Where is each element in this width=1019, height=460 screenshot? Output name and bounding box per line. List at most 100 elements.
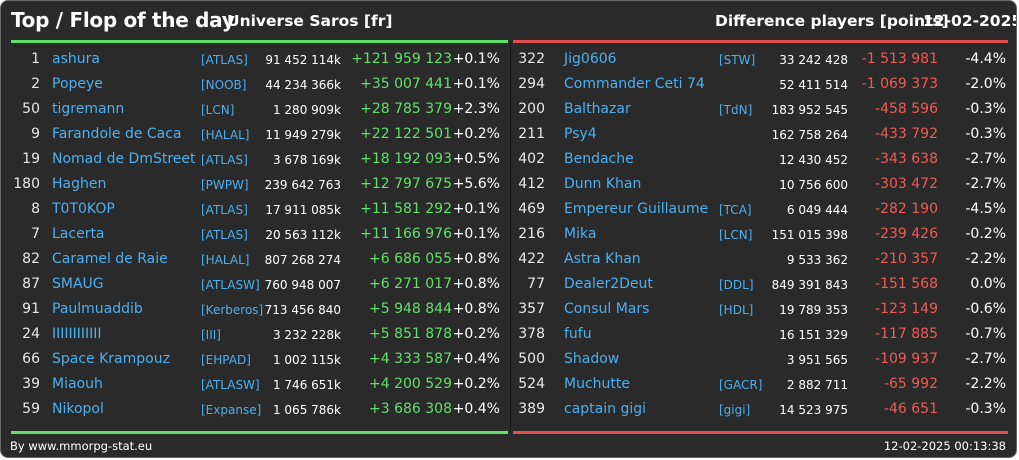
flop-name[interactable]: Shadow bbox=[564, 351, 620, 367]
top-points: 713 456 840 bbox=[264, 303, 341, 317]
top-alliance[interactable]: [ATLAS] bbox=[201, 228, 248, 242]
top-name[interactable]: tigremann bbox=[52, 101, 125, 117]
top-points: 20 563 112k bbox=[265, 228, 341, 242]
top-name[interactable]: Caramel de Raie bbox=[52, 251, 168, 267]
top-row: 180 Haghen [PWPW] 239 642 763 +12 797 675 +5.… bbox=[1, 173, 510, 198]
top-name[interactable]: Space Krampouz bbox=[52, 351, 170, 367]
top-pct: +5.6% bbox=[452, 176, 500, 192]
flop-alliance[interactable]: [DDL] bbox=[719, 278, 754, 292]
flop-points: 10 756 600 bbox=[779, 178, 848, 192]
flop-alliance[interactable]: [gigi] bbox=[719, 403, 751, 417]
flop-points: 9 533 362 bbox=[786, 253, 848, 267]
top-name[interactable]: ashura bbox=[52, 51, 100, 67]
flop-name[interactable]: fufu bbox=[564, 326, 592, 342]
flop-pct: -0.3% bbox=[965, 401, 1006, 417]
top-name[interactable]: Popeye bbox=[52, 76, 103, 92]
top-rank: 39 bbox=[22, 376, 40, 392]
top-name[interactable]: Farandole de Caca bbox=[52, 126, 182, 142]
flop-alliance[interactable]: [GACR] bbox=[719, 378, 763, 392]
top-row: 9 Farandole de Caca [HALAL] 11 949 279k +22 … bbox=[1, 123, 510, 148]
top-alliance[interactable]: [ATLAS] bbox=[201, 53, 248, 67]
page-title: Top / Flop of the day bbox=[11, 8, 235, 32]
top-row: 59 Nikopol [Expanse] 1 065 786k +3 686 308 +0… bbox=[1, 398, 510, 423]
flop-name[interactable]: Astra Khan bbox=[564, 251, 641, 267]
top-alliance[interactable]: [Kerberos] bbox=[201, 303, 264, 317]
top-alliance[interactable]: [Expanse] bbox=[201, 403, 262, 417]
top-alliance[interactable]: [ATLAS] bbox=[201, 153, 248, 167]
flop-name[interactable]: Balthazar bbox=[564, 101, 631, 117]
flop-rank: 389 bbox=[518, 401, 545, 417]
flop-rank: 322 bbox=[518, 51, 545, 67]
flop-pct: -2.7% bbox=[965, 151, 1006, 167]
top-name[interactable]: SMAUG bbox=[52, 276, 104, 292]
flop-name[interactable]: Muchutte bbox=[564, 376, 630, 392]
top-points: 17 911 085k bbox=[265, 203, 341, 217]
top-points: 239 642 763 bbox=[264, 178, 341, 192]
flop-diff: -458 596 bbox=[875, 101, 938, 117]
flop-name[interactable]: Mika bbox=[564, 226, 597, 242]
flop-rank: 77 bbox=[527, 276, 545, 292]
top-row: 39 Miaouh [ATLASW] 1 746 651k +4 200 529 +0.2… bbox=[1, 373, 510, 398]
top-alliance[interactable]: [ATLAS] bbox=[201, 203, 248, 217]
top-diff: +121 959 123 bbox=[351, 51, 452, 67]
top-alliance[interactable]: [HALAL] bbox=[201, 128, 250, 142]
top-points: 760 948 007 bbox=[264, 278, 341, 292]
top-alliance[interactable]: [NOOB] bbox=[201, 78, 247, 92]
top-alliance[interactable]: [ATLASW] bbox=[201, 278, 260, 292]
top-rank: 7 bbox=[31, 226, 40, 242]
flop-name[interactable]: Commander Ceti 74 bbox=[564, 76, 705, 92]
top-name[interactable]: Haghen bbox=[52, 176, 107, 192]
flop-row: 211 Psy4 162 758 264 -433 792 -0.3% bbox=[511, 123, 1016, 148]
top-diff: +5 851 878 bbox=[369, 326, 452, 342]
top-diff: +5 948 844 bbox=[369, 301, 452, 317]
top-rank: 19 bbox=[22, 151, 40, 167]
top-row: 8 T0T0KOP [ATLAS] 17 911 085k +11 581 292 +0.… bbox=[1, 198, 510, 223]
top-diff: +4 200 529 bbox=[369, 376, 452, 392]
top-name[interactable]: Nikopol bbox=[52, 401, 104, 417]
top-rank: 180 bbox=[13, 176, 40, 192]
flop-name[interactable]: Consul Mars bbox=[564, 301, 650, 317]
top-name[interactable]: Lacerta bbox=[52, 226, 105, 242]
top-alliance[interactable]: [PWPW] bbox=[201, 178, 249, 192]
top-name[interactable]: Miaouh bbox=[52, 376, 103, 392]
top-points: 807 268 274 bbox=[264, 253, 341, 267]
flop-alliance[interactable]: [HDL] bbox=[719, 303, 754, 317]
flop-diff: -1 069 373 bbox=[861, 76, 938, 92]
flop-name[interactable]: Dealer2Deut bbox=[564, 276, 653, 292]
flop-diff: -303 472 bbox=[875, 176, 938, 192]
flop-alliance[interactable]: [TCA] bbox=[719, 203, 752, 217]
top-name[interactable]: IIIIIIIIIIII bbox=[52, 326, 102, 342]
top-name[interactable]: Paulmuaddib bbox=[52, 301, 143, 317]
flop-row: 402 Bendache 12 430 452 -343 638 -2.7% bbox=[511, 148, 1016, 173]
flop-name[interactable]: Empereur Guillaume bbox=[564, 201, 709, 217]
top-name[interactable]: Nomad de DmStreet bbox=[52, 151, 196, 167]
top-name[interactable]: T0T0KOP bbox=[52, 201, 115, 217]
flop-name[interactable]: captain gigi bbox=[564, 401, 646, 417]
top-row: 19 Nomad de DmStreet [ATLAS] 3 678 169k +18 … bbox=[1, 148, 510, 173]
top-alliance[interactable]: [III] bbox=[201, 328, 221, 342]
flop-pct: -0.2% bbox=[965, 226, 1006, 242]
top-alliance[interactable]: [ATLASW] bbox=[201, 378, 260, 392]
flop-alliance[interactable]: [LCN] bbox=[719, 228, 753, 242]
flop-row: 200 Balthazar [TdN] 183 952 545 -458 596 -0.3… bbox=[511, 98, 1016, 123]
flop-alliance[interactable]: [STW] bbox=[719, 53, 756, 67]
top-rank: 59 bbox=[22, 401, 40, 417]
flop-name[interactable]: Jig0606 bbox=[564, 51, 617, 67]
top-points: 91 452 114k bbox=[265, 53, 341, 67]
flop-row: 294 Commander Ceti 74 52 411 514 -1 069 373… bbox=[511, 73, 1016, 98]
top-panel: 1 ashura [ATLAS] 91 452 114k +121 959 123 +0.… bbox=[1, 48, 510, 423]
top-alliance[interactable]: [EHPAD] bbox=[201, 353, 251, 367]
top-alliance[interactable]: [HALAL] bbox=[201, 253, 250, 267]
top-alliance[interactable]: [LCN] bbox=[201, 103, 235, 117]
flop-pct: -0.6% bbox=[965, 301, 1006, 317]
flop-name[interactable]: Bendache bbox=[564, 151, 634, 167]
flop-name[interactable]: Psy4 bbox=[564, 126, 597, 142]
flop-name[interactable]: Dunn Khan bbox=[564, 176, 642, 192]
flop-alliance[interactable]: [TdN] bbox=[719, 103, 753, 117]
top-points: 1 746 651k bbox=[272, 378, 341, 392]
top-pct: +0.1% bbox=[452, 76, 500, 92]
flop-rank: 216 bbox=[518, 226, 545, 242]
top-row: 1 ashura [ATLAS] 91 452 114k +121 959 123 +0.… bbox=[1, 48, 510, 73]
top-row: 87 SMAUG [ATLASW] 760 948 007 +6 271 017 +0.8… bbox=[1, 273, 510, 298]
